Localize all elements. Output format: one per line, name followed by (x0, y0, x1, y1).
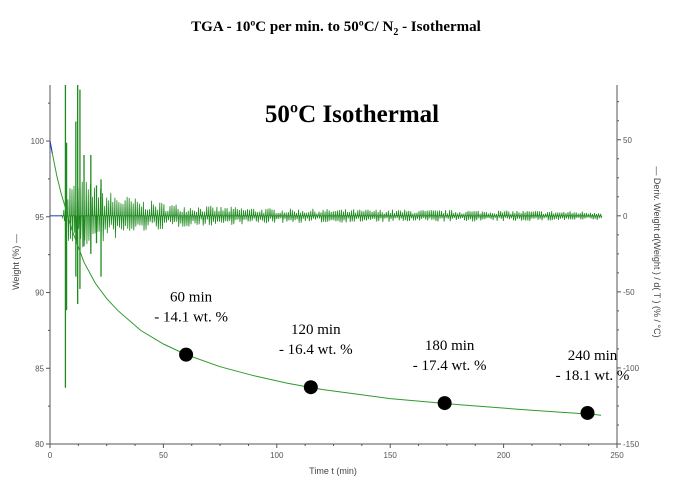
y2-tick-label: -100 (623, 364, 640, 373)
marker-label-time: 180 min (425, 338, 475, 354)
chart-title: TGA - 10ºC per min. to 50ºC/ N2 - Isothe… (191, 19, 481, 38)
marker-point (437, 396, 452, 411)
marker-label-loss: - 14.1 wt. % (154, 310, 228, 326)
x-tick-label: 200 (497, 451, 511, 460)
y-tick-label: 90 (35, 289, 44, 298)
y-tick-label: 100 (31, 137, 45, 146)
x-tick-label: 0 (48, 451, 53, 460)
marker-label-loss: - 17.4 wt. % (413, 358, 487, 374)
marker-point (580, 405, 595, 420)
y-axis-label: Weight (%) — (11, 234, 21, 290)
marker-label-time: 120 min (291, 322, 341, 338)
marker-point (303, 380, 318, 395)
y-tick-label: 85 (35, 364, 44, 373)
deriv-weight-line (60, 181, 603, 248)
y2-tick-label: 0 (623, 212, 628, 221)
weight-ramp-line (49, 140, 53, 154)
marker-label-time: 240 min (568, 348, 618, 364)
y2-tick-label: -50 (623, 288, 635, 297)
y-tick-label: 95 (35, 213, 44, 222)
x-tick-label: 100 (270, 451, 284, 460)
marker-label-time: 60 min (170, 290, 213, 306)
y2-tick-label: -150 (623, 440, 640, 449)
weight-line (49, 140, 602, 416)
y2-tick-label: 50 (623, 136, 632, 145)
inset-title: 50ºC Isothermal (265, 101, 439, 128)
x-axis-label: Time t (min) (309, 466, 357, 476)
x-tick-label: 250 (610, 451, 624, 460)
marker-point (179, 347, 194, 362)
marker-label-loss: - 18.1 wt. % (556, 368, 630, 384)
x-tick-label: 150 (384, 451, 398, 460)
x-tick-label: 50 (159, 451, 168, 460)
y-tick-label: 80 (35, 440, 44, 449)
marker-label-loss: - 16.4 wt. % (279, 342, 353, 358)
y2-axis-label: — Deriv. Weight d(Weight ) / d( T ) (% /… (652, 166, 662, 337)
